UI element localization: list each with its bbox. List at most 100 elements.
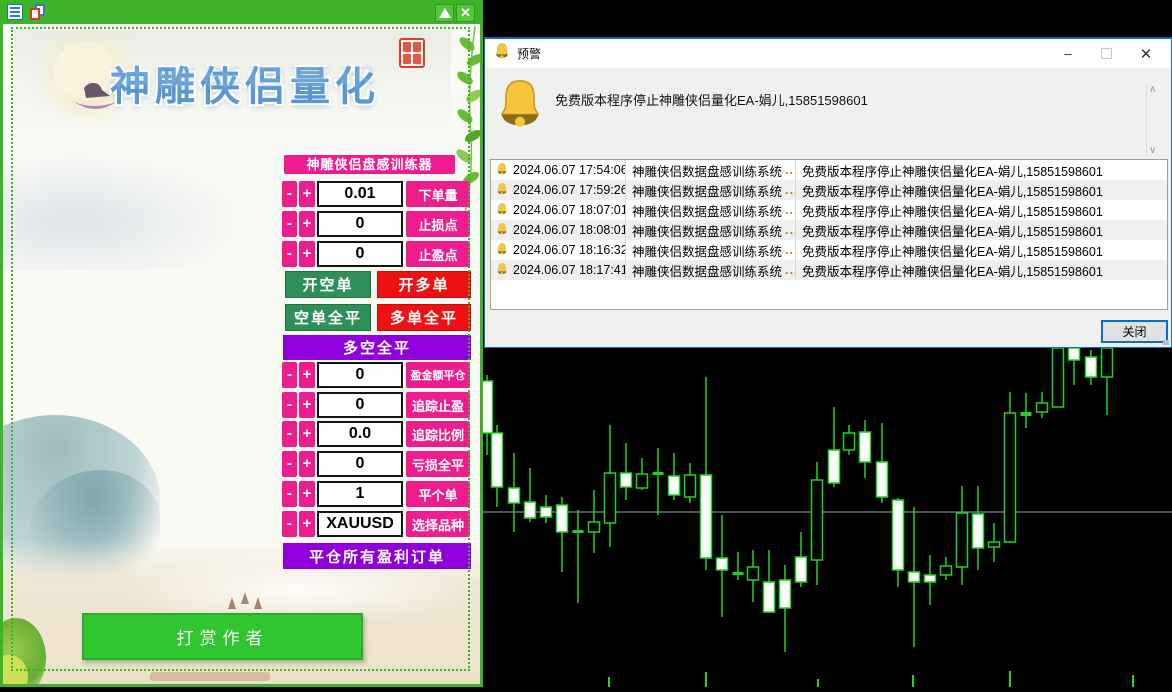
bell-icon (497, 202, 507, 218)
increase-button[interactable]: + (299, 481, 315, 507)
bell-icon (497, 162, 507, 178)
alert-source: 神雕侠侣数据盘感训练系统 (632, 244, 783, 259)
value-input[interactable] (317, 181, 403, 207)
trade-controls: 神雕侠侣盘感训练器 -+下单量-+止损点-+止盈点-+盈金额平仓-+追踪止盈-+… (0, 0, 483, 687)
maximize-button (1089, 39, 1123, 68)
alert-row[interactable]: 2024.06.07 17:54:06神雕侠侣数据盘感训练系统...免费版本程序… (491, 160, 1167, 180)
scroll-up-icon[interactable]: ∧ (1149, 84, 1157, 95)
alert-message: 免费版本程序停止神雕侠侣量化EA-娟儿,15851598601 (802, 204, 1103, 219)
dialog-titlebar[interactable]: 预警 (485, 39, 1171, 68)
alert-time: 2024.06.07 18:17:41 (513, 263, 626, 277)
decrease-button[interactable]: - (282, 392, 297, 418)
value-input[interactable] (317, 421, 403, 447)
logo-banner: 神雕侠侣量化 神雕侠侣量化 (14, 30, 451, 150)
close-all-positions-button[interactable]: 多空全平 (283, 335, 471, 360)
increase-button[interactable]: + (299, 362, 315, 388)
decrease-button[interactable]: - (282, 511, 297, 537)
chart-canvas (480, 347, 1172, 687)
bell-icon (497, 262, 507, 278)
value-input[interactable] (317, 481, 403, 507)
alert-bell-icon (499, 78, 541, 135)
alert-row[interactable]: 2024.06.07 18:07:01神雕侠侣数据盘感训练系统...免费版本程序… (491, 200, 1167, 220)
alert-time: 2024.06.07 18:08:01 (513, 223, 626, 237)
alert-history-list[interactable]: 2024.06.07 17:54:06神雕侠侣数据盘感训练系统...免费版本程序… (490, 159, 1168, 310)
alert-source-cell: 神雕侠侣数据盘感训练系统... (626, 180, 796, 200)
resize-grip[interactable] (1163, 340, 1169, 345)
spin-row: -+ 追踪比例 (282, 421, 472, 447)
decrease-button[interactable]: - (282, 451, 297, 477)
alert-source: 神雕侠侣数据盘感训练系统 (632, 164, 783, 179)
value-input[interactable] (317, 451, 403, 477)
row-label: 止盈点 (406, 241, 470, 267)
ellipsis: ... (785, 223, 795, 237)
alert-row[interactable]: 2024.06.07 18:08:01神雕侠侣数据盘感训练系统...免费版本程序… (491, 220, 1167, 240)
ellipsis: ... (785, 163, 795, 177)
increase-button[interactable]: + (299, 211, 315, 237)
decrease-button[interactable]: - (282, 181, 297, 207)
alert-message: 免费版本程序停止神雕侠侣量化EA-娟儿,15851598601 (802, 224, 1103, 239)
dialog-close-x-button[interactable]: ✕ (1139, 45, 1153, 63)
bell-icon (497, 222, 507, 238)
list-view-icon[interactable] (7, 4, 23, 20)
panel-close-button[interactable]: ✕ (456, 4, 475, 22)
alert-time-cell: 2024.06.07 17:59:26 (491, 180, 626, 200)
increase-button[interactable]: + (299, 181, 315, 207)
value-input[interactable] (317, 392, 403, 418)
alert-source-cell: 神雕侠侣数据盘感训练系统... (626, 200, 796, 220)
ellipsis: ... (785, 183, 795, 197)
alert-source-cell: 神雕侠侣数据盘感训练系统... (626, 260, 796, 280)
row-label: 盈金额平仓 (406, 362, 470, 388)
spin-row: -+ 亏损全平 (282, 451, 472, 477)
alert-message-area: 免费版本程序停止神雕侠侣量化EA-娟儿,15851598601 ∧ ∨ (485, 68, 1171, 158)
increase-button[interactable]: + (299, 451, 315, 477)
decrease-button[interactable]: - (282, 211, 297, 237)
close-all-shorts-button[interactable]: 空单全平 (285, 304, 371, 331)
minimize-button[interactable]: – (1064, 46, 1072, 61)
alert-message: 免费版本程序停止神雕侠侣量化EA-娟儿,15851598601 (802, 184, 1103, 199)
ellipsis: ... (785, 243, 795, 257)
row-label: 追踪止盈 (406, 392, 470, 418)
alert-source: 神雕侠侣数据盘感训练系统 (632, 204, 783, 219)
close-dialog-button[interactable]: 关闭 (1101, 320, 1168, 343)
increase-button[interactable]: + (299, 392, 315, 418)
alert-row[interactable]: 2024.06.07 18:17:41神雕侠侣数据盘感训练系统...免费版本程序… (491, 260, 1167, 280)
spin-row: -+ 止盈点 (282, 241, 472, 267)
decrease-button[interactable]: - (282, 241, 297, 267)
alert-time: 2024.06.07 17:59:26 (513, 183, 626, 197)
value-input[interactable] (317, 362, 403, 388)
increase-button[interactable]: + (299, 421, 315, 447)
row-label: 下单量 (406, 181, 470, 207)
windows-icon[interactable] (30, 4, 46, 20)
decrease-button[interactable]: - (282, 481, 297, 507)
alert-message-text: 免费版本程序停止神雕侠侣量化EA-娟儿,15851598601 (555, 93, 868, 108)
decrease-button[interactable]: - (282, 421, 297, 447)
decrease-button[interactable]: - (282, 362, 297, 388)
scroll-down-icon[interactable]: ∨ (1149, 145, 1157, 156)
alert-time-cell: 2024.06.07 18:17:41 (491, 260, 626, 280)
alert-source: 神雕侠侣数据盘感训练系统 (632, 264, 783, 279)
increase-button[interactable]: + (299, 511, 315, 537)
seal-stamp (399, 38, 425, 68)
value-input[interactable] (317, 211, 403, 237)
increase-button[interactable]: + (299, 241, 315, 267)
row-label: 亏损全平 (406, 451, 470, 477)
message-scrollbar[interactable]: ∧ ∨ (1146, 84, 1159, 156)
value-input[interactable] (317, 511, 403, 537)
alert-time-cell: 2024.06.07 18:08:01 (491, 220, 626, 240)
value-input[interactable] (317, 241, 403, 267)
open-long-button[interactable]: 开多单 (377, 271, 471, 298)
row-label: 追踪比例 (406, 421, 470, 447)
open-short-button[interactable]: 开空单 (285, 271, 371, 298)
spin-row: -+ 下单量 (282, 181, 472, 207)
donate-author-button[interactable]: 打赏作者 (82, 613, 363, 660)
row-label: 止损点 (406, 211, 470, 237)
spin-row: -+ 选择品种 (282, 511, 472, 537)
alert-row[interactable]: 2024.06.07 18:16:32神雕侠侣数据盘感训练系统...免费版本程序… (491, 240, 1167, 260)
close-profit-orders-button[interactable]: 平仓所有盈利订单 (283, 543, 471, 569)
panel-collapse-button[interactable] (435, 4, 454, 22)
trading-panel: 神雕侠侣量化 神雕侠侣量化 神雕侠侣盘感训练器 -+下单量-+止损点-+止盈点-… (0, 0, 483, 687)
close-all-longs-button[interactable]: 多单全平 (377, 304, 471, 331)
bell-icon (497, 182, 507, 198)
bird-boat-art (74, 82, 116, 109)
